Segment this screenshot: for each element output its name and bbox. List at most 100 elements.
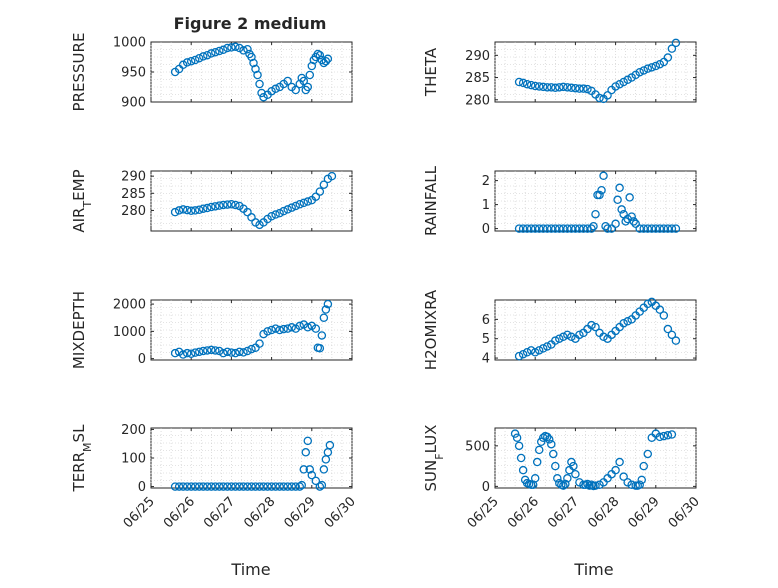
data-point bbox=[219, 348, 228, 358]
data-point bbox=[186, 482, 196, 491]
data-point bbox=[587, 320, 596, 330]
data-point bbox=[231, 200, 240, 210]
data-point bbox=[530, 348, 540, 357]
data-point bbox=[671, 224, 681, 233]
data-point bbox=[522, 79, 532, 89]
data-point bbox=[545, 435, 554, 444]
data-point bbox=[239, 482, 248, 491]
data-point bbox=[170, 207, 180, 217]
data-point bbox=[243, 482, 252, 491]
y-axis-label: PRESSURE bbox=[70, 33, 88, 112]
data-point bbox=[307, 470, 317, 480]
data-point bbox=[534, 346, 544, 355]
data-point bbox=[534, 224, 544, 233]
data-point bbox=[299, 76, 309, 86]
y-tick-label: 1 bbox=[482, 198, 490, 213]
data-point bbox=[287, 203, 296, 212]
data-point bbox=[235, 347, 244, 357]
data-point bbox=[287, 323, 296, 332]
panel-mixdepth: 0 1000 2000 MIXDEPTH bbox=[70, 291, 353, 369]
data-point bbox=[587, 480, 596, 490]
data-point bbox=[579, 224, 588, 233]
data-point bbox=[190, 348, 200, 357]
data-point bbox=[311, 476, 321, 486]
data-point bbox=[303, 323, 313, 332]
data-point bbox=[536, 437, 546, 447]
data-point bbox=[534, 445, 544, 455]
data-point bbox=[553, 474, 562, 483]
data-point bbox=[219, 200, 228, 210]
data-point bbox=[667, 430, 677, 439]
panel-theta: 280 285 290 THETA bbox=[422, 38, 697, 108]
y-tick-label: 0 bbox=[482, 480, 490, 495]
data-point bbox=[561, 479, 570, 489]
data-point bbox=[279, 482, 288, 491]
data-point bbox=[253, 70, 262, 80]
data-point bbox=[239, 46, 248, 55]
data-point bbox=[597, 185, 606, 195]
y-axis-label: SUNFLUX bbox=[422, 425, 446, 492]
data-point bbox=[182, 482, 192, 491]
y-tick-label: 4 bbox=[482, 352, 490, 367]
data-point bbox=[303, 436, 313, 446]
data-point bbox=[651, 61, 661, 71]
data-point bbox=[569, 461, 578, 471]
data-point bbox=[263, 327, 272, 336]
panel-rainfall: 0 1 2 RAINFALL bbox=[422, 165, 697, 237]
data-point bbox=[516, 453, 526, 463]
data-point bbox=[603, 224, 612, 233]
data-point bbox=[243, 346, 252, 356]
data-point bbox=[583, 84, 592, 94]
data-point bbox=[538, 433, 548, 442]
data-point bbox=[190, 55, 200, 65]
data-point bbox=[659, 224, 669, 233]
figure-title: Figure 2 medium bbox=[174, 14, 327, 33]
data-point bbox=[235, 482, 244, 491]
panel-air-temp: 280 285 290 AIRTEMP bbox=[70, 169, 353, 233]
data-point bbox=[315, 344, 325, 353]
y-tick-label: 900 bbox=[121, 96, 146, 111]
data-point bbox=[275, 208, 284, 218]
data-point bbox=[591, 481, 600, 490]
x-axis-label-right: Time bbox=[573, 560, 613, 579]
data-point bbox=[547, 83, 556, 92]
data-point bbox=[514, 441, 524, 451]
y-tick-label: 2000 bbox=[113, 298, 146, 313]
data-point bbox=[555, 334, 564, 343]
data-point bbox=[619, 318, 628, 328]
data-point bbox=[655, 224, 665, 233]
data-point bbox=[257, 88, 266, 98]
data-point bbox=[297, 480, 306, 490]
data-point bbox=[207, 202, 216, 212]
data-point bbox=[547, 439, 556, 449]
y-tick-label: 100 bbox=[121, 452, 146, 467]
data-point bbox=[271, 210, 280, 219]
y-tick-label: 5 bbox=[482, 332, 490, 347]
data-point bbox=[518, 465, 528, 475]
data-point bbox=[227, 482, 236, 491]
data-point bbox=[174, 206, 184, 215]
data-point bbox=[223, 200, 232, 209]
data-point bbox=[243, 44, 252, 54]
y-axis-label: MIXDEPTH bbox=[70, 291, 88, 369]
data-point bbox=[203, 346, 212, 355]
data-point bbox=[615, 183, 624, 193]
data-point bbox=[279, 206, 288, 216]
data-point bbox=[615, 457, 624, 467]
y-tick-label: 290 bbox=[121, 170, 146, 185]
data-point bbox=[663, 431, 673, 440]
data-point bbox=[227, 43, 236, 52]
data-point bbox=[251, 482, 260, 491]
data-point bbox=[283, 482, 292, 491]
data-point bbox=[223, 43, 232, 53]
data-point bbox=[321, 56, 331, 66]
y-axis-label: AIRTEMP bbox=[70, 169, 94, 232]
data-point bbox=[271, 324, 280, 333]
data-point bbox=[518, 78, 528, 88]
data-point bbox=[194, 53, 204, 63]
data-point bbox=[567, 224, 576, 233]
data-point bbox=[543, 224, 552, 233]
data-point bbox=[555, 224, 564, 233]
data-point bbox=[199, 204, 208, 213]
data-point bbox=[231, 482, 240, 491]
